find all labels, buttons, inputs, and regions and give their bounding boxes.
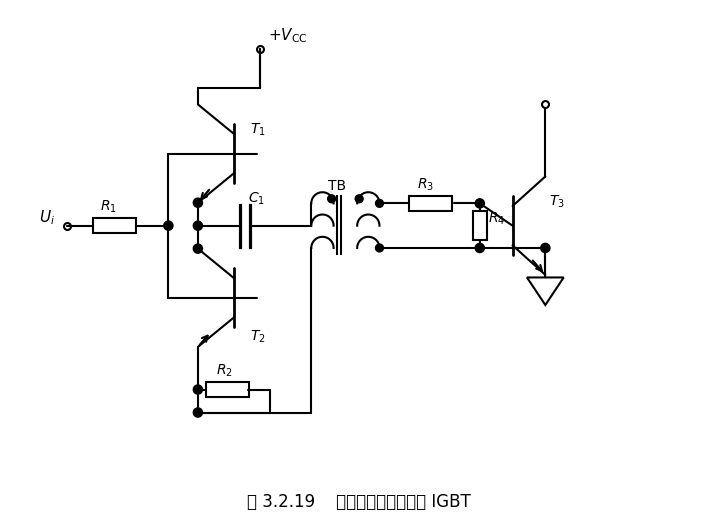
Circle shape — [376, 244, 384, 252]
Text: $+V_{\rm CC}$: $+V_{\rm CC}$ — [268, 26, 308, 46]
Circle shape — [194, 408, 202, 417]
Text: 图 3.2.19    利用脉冲变压器驱动 IGBT: 图 3.2.19 利用脉冲变压器驱动 IGBT — [247, 493, 470, 511]
Text: $C_1$: $C_1$ — [248, 191, 265, 207]
Text: $R_1$: $R_1$ — [100, 199, 116, 215]
Bar — [93, 218, 136, 233]
Circle shape — [194, 244, 202, 253]
Circle shape — [541, 243, 550, 252]
Text: $R_4$: $R_4$ — [488, 210, 505, 227]
Circle shape — [376, 199, 384, 207]
Bar — [409, 196, 452, 210]
Bar — [473, 211, 487, 241]
Circle shape — [475, 243, 485, 252]
Text: $T_3$: $T_3$ — [549, 194, 564, 210]
Text: $T_1$: $T_1$ — [250, 122, 266, 138]
Text: $R_2$: $R_2$ — [216, 363, 232, 379]
Circle shape — [194, 221, 202, 230]
Circle shape — [355, 195, 363, 202]
Text: $T_2$: $T_2$ — [250, 329, 266, 345]
Circle shape — [194, 385, 202, 394]
Circle shape — [475, 199, 485, 208]
Text: TB: TB — [328, 179, 346, 193]
Text: $R_3$: $R_3$ — [417, 176, 435, 193]
Circle shape — [328, 195, 336, 202]
Bar — [206, 382, 249, 397]
Text: $U_i$: $U_i$ — [39, 208, 55, 227]
Circle shape — [163, 221, 173, 230]
Circle shape — [194, 198, 202, 207]
